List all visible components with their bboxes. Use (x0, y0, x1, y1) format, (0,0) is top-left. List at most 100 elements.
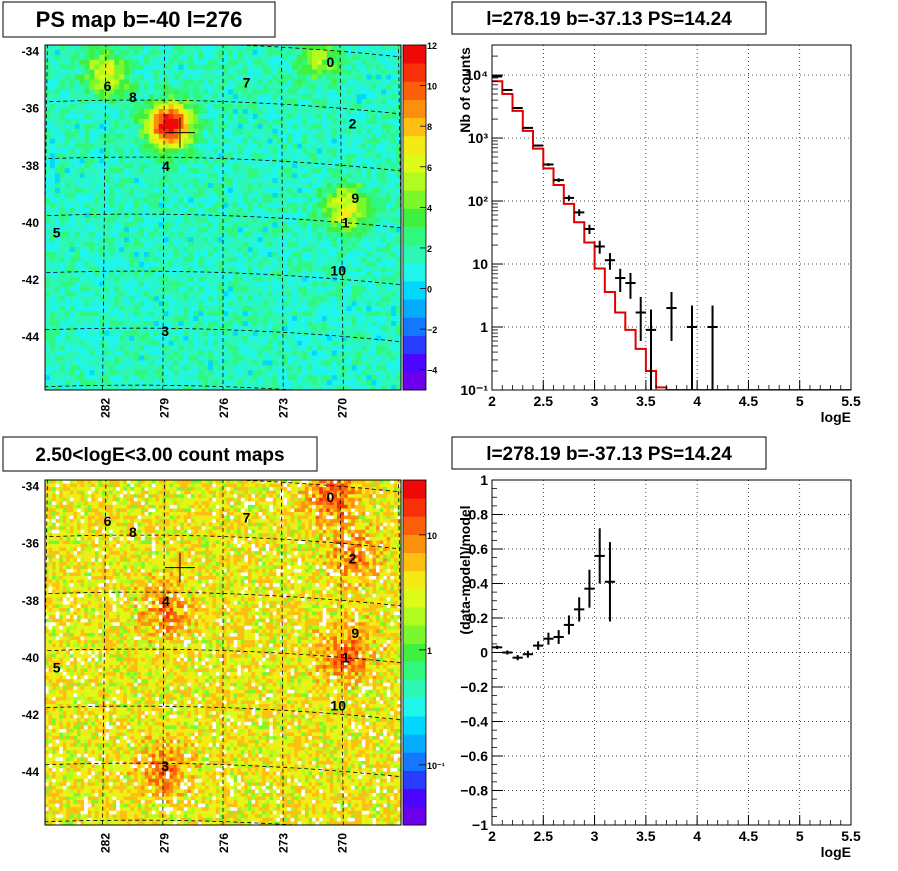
heatmap-cell (153, 325, 160, 332)
heatmap-cell (79, 99, 85, 105)
heatmap-cell (188, 340, 194, 346)
heatmap-cell (178, 291, 184, 297)
heatmap-cell (257, 261, 263, 268)
heatmap-cell (287, 261, 293, 268)
heatmap-cell (59, 202, 66, 208)
heatmap-cell (242, 173, 249, 179)
heatmap-cell (84, 54, 90, 61)
heatmap-cell (89, 89, 95, 95)
heatmap-cell (316, 49, 323, 56)
heatmap-cell (272, 316, 278, 322)
heatmap-cell (69, 247, 75, 253)
heatmap-cell (386, 276, 392, 282)
heatmap-cell (134, 311, 140, 317)
heatmap-cell (188, 301, 194, 307)
heatmap-cell (203, 222, 209, 228)
heatmap-cell (198, 192, 204, 199)
heatmap-cell (252, 109, 258, 115)
heatmap-cell (247, 94, 253, 100)
heatmap-cell (213, 217, 219, 223)
heatmap-cell (163, 276, 169, 282)
heatmap-cell (183, 232, 189, 238)
heatmap-cell (193, 276, 199, 282)
heatmap-cell (129, 158, 135, 164)
heatmap-cell (129, 54, 135, 61)
heatmap-cell (153, 281, 160, 287)
heatmap-cell (178, 365, 184, 371)
heatmap-cell (79, 296, 85, 302)
heatmap-cell (59, 187, 66, 194)
heatmap-cell (376, 99, 382, 105)
heatmap-cell (386, 128, 392, 135)
heatmap-cell (114, 99, 120, 105)
heatmap-cell (158, 128, 164, 135)
heatmap-cell (272, 128, 278, 135)
heatmap-cell (138, 187, 145, 194)
heatmap-cell (153, 380, 160, 386)
heatmap-cell (351, 286, 357, 292)
heatmap-cell (59, 222, 66, 228)
heatmap-cell (119, 128, 125, 135)
heatmap-cell (292, 247, 298, 253)
heatmap-cell (158, 261, 164, 268)
heatmap-cell (282, 375, 288, 381)
heatmap-cell (223, 321, 229, 327)
heatmap-cell (307, 281, 313, 287)
heatmap-cell (49, 128, 56, 135)
heatmap-cell (227, 360, 234, 366)
heatmap-cell (59, 335, 66, 342)
heatmap-cell (302, 291, 308, 297)
heatmap-cell (326, 276, 333, 282)
heatmap-cell (336, 232, 342, 238)
heatmap-cell (69, 306, 75, 312)
heatmap-cell (74, 45, 80, 51)
heatmap-cell (158, 178, 164, 184)
heatmap-cell (346, 74, 352, 80)
heatmap-cell (381, 321, 387, 327)
heatmap-cell (59, 385, 66, 390)
heatmap-cell (242, 153, 249, 159)
heatmap-cell (89, 168, 95, 174)
heatmap-cell (262, 316, 268, 322)
heatmap-cell (134, 138, 140, 144)
heatmap-cell (49, 301, 56, 307)
heatmap-cell (138, 138, 145, 144)
heatmap-cell (59, 311, 66, 317)
heatmap-cell (341, 94, 347, 100)
heatmap-cell (351, 365, 357, 371)
heatmap-cell (307, 227, 313, 233)
heatmap-cell (247, 296, 253, 302)
heatmap-cell (292, 370, 298, 376)
heatmap-cell (282, 301, 288, 307)
heatmap-cell (84, 187, 90, 194)
heatmap-cell (242, 301, 249, 307)
heatmap-cell (336, 89, 342, 95)
heatmap-cell (223, 89, 229, 95)
heatmap-cell (302, 355, 308, 361)
heatmap-cell (307, 109, 313, 115)
heatmap-cell (391, 178, 397, 184)
heatmap-cell (326, 227, 333, 233)
heatmap-cell (89, 74, 95, 80)
heatmap-cell (257, 276, 263, 282)
heatmap-cell (351, 173, 357, 179)
heatmap-cell (381, 212, 387, 218)
heatmap-cell (99, 178, 105, 184)
heatmap-cell (361, 256, 367, 263)
heatmap-cell (331, 64, 338, 70)
heatmap-cell (119, 301, 125, 307)
heatmap-cell (183, 281, 189, 287)
heatmap-cell (321, 340, 328, 346)
heatmap-cell (49, 123, 56, 130)
heatmap-cell (341, 335, 347, 342)
heatmap-cell (366, 143, 372, 149)
heatmap-cell (331, 74, 338, 80)
heatmap-cell (242, 158, 249, 164)
heatmap-cell (94, 286, 100, 292)
heatmap-cell (45, 153, 51, 159)
heatmap-cell (64, 256, 71, 263)
heatmap-cell (218, 370, 224, 376)
heatmap-cell (267, 321, 273, 327)
heatmap-cell (316, 345, 323, 351)
heatmap-cell (391, 261, 397, 268)
